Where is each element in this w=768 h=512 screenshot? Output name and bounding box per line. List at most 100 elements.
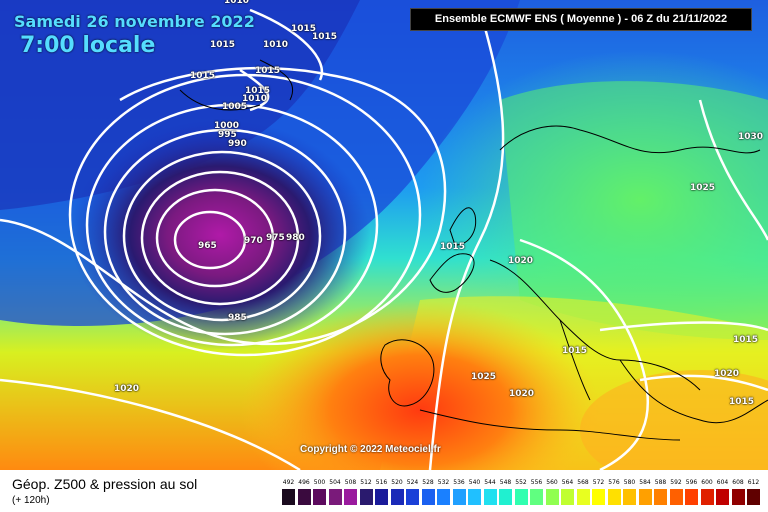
scale-swatch [592,489,605,505]
pressure-label: 1015 [729,397,755,407]
scale-tick-label: 560 [546,479,558,486]
scale-swatch [344,489,357,505]
geopotential-field [0,0,768,470]
pressure-label: 1020 [509,389,535,399]
pressure-label: 1005 [222,102,248,112]
pressure-label: 1015 [190,71,216,81]
scale-swatch [654,489,667,505]
scale-swatch [390,489,404,505]
pressure-label: 1030 [738,132,764,142]
scale-swatch [328,489,342,505]
scale-swatch [421,489,435,505]
pressure-label: 995 [218,130,237,140]
scale-tick-label: 592 [670,479,682,486]
copyright-notice: Copyright © 2022 Meteociel.fr [300,444,441,455]
forecast-lead-time: (+ 120h) [12,495,50,506]
pressure-label: 980 [286,233,305,243]
scale-swatch [313,489,326,505]
scale-swatch [545,489,559,505]
scale-tick-label: 548 [499,479,512,486]
scale-tick-label: 572 [592,479,605,486]
pressure-label: 970 [244,236,263,246]
scale-swatch [406,489,419,505]
scale-swatch [359,489,373,505]
pressure-label: 1015 [440,242,466,252]
scale-swatch [514,489,528,505]
scale-tick-label: 564 [561,479,574,486]
pressure-label: 1025 [690,183,716,193]
scale-tick-label: 532 [437,479,450,486]
pressure-label: 1015 [312,32,338,42]
scale-tick-label: 492 [282,479,295,486]
pressure-label: 1010 [224,0,250,6]
scale-swatch [716,489,729,505]
pressure-label: 1015 [291,24,317,34]
scale-swatch [607,489,621,505]
scale-tick-label: 580 [623,479,636,486]
scale-swatch [483,489,497,505]
scale-tick-label: 596 [685,479,698,486]
pressure-label: 1025 [471,372,497,382]
scale-swatch [700,489,714,505]
pressure-label: 1020 [114,384,140,394]
pressure-label: 990 [228,139,247,149]
scale-swatch [375,489,388,505]
pressure-label: 1010 [242,94,268,104]
scale-tick-label: 588 [654,479,667,486]
pressure-label: 1015 [562,346,588,356]
scale-tick-label: 612 [747,479,760,486]
pressure-label: 975 [266,233,285,243]
scale-tick-label: 544 [484,479,496,486]
scale-tick-label: 540 [468,479,481,486]
scale-swatch [623,489,636,505]
coastlines [179,59,768,441]
scale-tick-label: 508 [344,479,357,486]
scale-tick-label: 504 [329,479,341,486]
forecast-local-time: 7:00 locale [20,33,156,58]
pressure-label: 1010 [263,40,289,50]
scale-tick-label: 516 [375,479,388,486]
pressure-label: 1015 [255,66,281,76]
scale-swatch [452,489,466,505]
pressure-label: 1015 [210,40,236,50]
scale-tick-label: 520 [391,479,403,486]
scale-swatch [747,489,760,505]
scale-tick-label: 608 [732,479,744,486]
scale-tick-label: 556 [530,479,543,486]
scale-tick-label: 604 [716,479,729,486]
forecast-date: Samedi 26 novembre 2022 [14,12,255,31]
pressure-label: 1020 [508,256,534,266]
low-center-label: 965 [198,241,217,251]
scale-tick-label: 600 [701,479,713,486]
weather-map [0,0,768,470]
scale-swatch [282,489,295,505]
scale-tick-label: 500 [313,479,326,486]
product-title: Géop. Z500 & pression au sol [12,476,198,492]
scale-swatch [576,489,590,505]
scale-tick-label: 568 [577,479,589,486]
scale-swatch [561,489,574,505]
scale-tick-label: 536 [453,479,465,486]
scale-swatch [685,489,698,505]
isobars [0,8,768,470]
model-run-info: Ensemble ECMWF ENS ( Moyenne ) - 06 Z du… [410,8,752,31]
scale-tick-label: 528 [422,479,434,486]
scale-swatch [530,489,543,505]
scale-tick-label: 496 [298,479,310,486]
pressure-label: 985 [228,313,247,323]
scale-swatch [297,489,311,505]
scale-tick-label: 512 [360,479,372,486]
pressure-label: 1015 [733,335,759,345]
scale-tick-label: 524 [406,479,419,486]
scale-swatch [669,489,683,505]
pressure-label: 1020 [714,369,740,379]
scale-tick-label: 576 [608,479,620,486]
scale-swatch [638,489,652,505]
scale-tick-label: 584 [639,479,651,486]
scale-swatch [468,489,481,505]
scale-swatch [731,489,745,505]
scale-swatch [499,489,512,505]
pressure-label: 1000 [214,121,240,131]
pressure-label: 1015 [245,86,271,96]
scale-swatch [437,489,450,505]
